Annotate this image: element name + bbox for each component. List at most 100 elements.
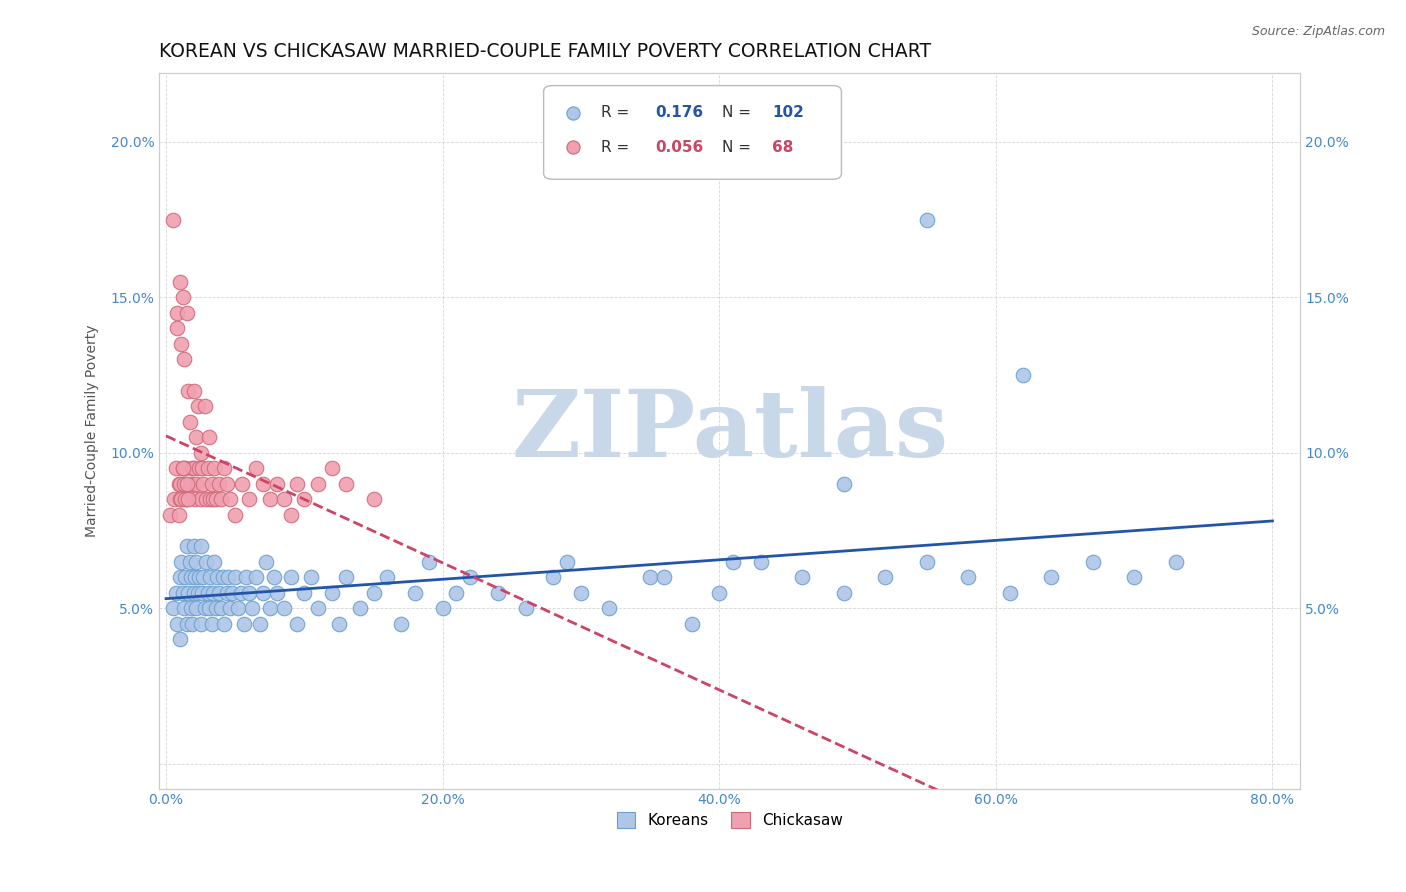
Point (215, 476, 238, 491)
Point (263, 570, 285, 584)
Point (172, 461, 194, 475)
Point (832, 476, 855, 491)
Point (197, 461, 219, 475)
Point (181, 616, 204, 631)
Point (266, 585, 288, 599)
Point (307, 601, 329, 615)
Point (166, 306, 188, 320)
Point (292, 492, 315, 507)
Point (280, 570, 302, 584)
Point (190, 539, 212, 553)
Point (238, 585, 260, 599)
Point (159, 508, 181, 522)
Point (363, 585, 385, 599)
Point (202, 492, 225, 507)
Point (652, 570, 675, 584)
Point (186, 555, 208, 569)
Point (191, 585, 214, 599)
Point (915, 555, 938, 569)
Point (179, 415, 201, 429)
Point (218, 492, 240, 507)
Point (176, 306, 198, 320)
Point (173, 352, 195, 367)
Point (224, 570, 246, 584)
Point (1164, 555, 1187, 569)
Point (259, 601, 281, 615)
Point (207, 476, 229, 491)
Point (363, 492, 385, 507)
Point (224, 508, 246, 522)
Point (204, 461, 226, 475)
Point (335, 476, 357, 491)
Point (183, 461, 205, 475)
Text: 0.056: 0.056 (655, 139, 704, 154)
Point (190, 616, 212, 631)
Text: R =: R = (600, 139, 634, 154)
Point (187, 585, 209, 599)
Point (205, 492, 228, 507)
Point (335, 570, 357, 584)
FancyBboxPatch shape (544, 86, 841, 179)
Point (173, 601, 195, 615)
Text: Source: ZipAtlas.com: Source: ZipAtlas.com (1251, 25, 1385, 38)
Point (266, 476, 288, 491)
Point (187, 399, 209, 413)
Point (169, 476, 191, 491)
Point (179, 555, 201, 569)
Point (231, 476, 253, 491)
Text: R =: R = (600, 105, 634, 120)
Point (174, 492, 197, 507)
Point (280, 508, 302, 522)
Point (254, 555, 277, 569)
Point (186, 601, 208, 615)
Point (212, 616, 235, 631)
Point (184, 492, 207, 507)
Point (207, 585, 229, 599)
Point (209, 492, 232, 507)
Point (166, 616, 188, 631)
Point (957, 570, 980, 584)
Text: N =: N = (721, 139, 755, 154)
Point (183, 585, 205, 599)
Point (349, 601, 371, 615)
Point (202, 585, 225, 599)
Point (198, 430, 221, 444)
Point (169, 570, 191, 584)
Point (169, 275, 191, 289)
Point (176, 476, 198, 491)
Text: 68: 68 (772, 139, 793, 154)
Point (174, 461, 197, 475)
Point (292, 585, 315, 599)
Point (180, 601, 202, 615)
Point (749, 555, 772, 569)
Point (446, 585, 468, 599)
Point (193, 476, 215, 491)
Point (162, 212, 184, 227)
Point (235, 570, 257, 584)
Point (226, 601, 249, 615)
Point (287, 616, 309, 631)
Point (221, 585, 243, 599)
Point (170, 492, 193, 507)
Point (169, 632, 191, 647)
Point (190, 492, 212, 507)
Point (190, 446, 212, 460)
Point (169, 492, 191, 507)
Point (205, 601, 228, 615)
Point (375, 570, 398, 584)
Text: ZIPatlas: ZIPatlas (510, 386, 948, 476)
Point (792, 570, 814, 584)
Point (404, 585, 426, 599)
Point (194, 601, 217, 615)
Point (486, 585, 509, 599)
Point (183, 539, 205, 553)
Point (299, 570, 322, 584)
Point (287, 476, 309, 491)
Point (681, 616, 703, 631)
Point (273, 601, 295, 615)
Point (186, 476, 208, 491)
Point (638, 570, 661, 584)
Point (201, 616, 224, 631)
Point (721, 555, 744, 569)
Point (543, 570, 565, 584)
